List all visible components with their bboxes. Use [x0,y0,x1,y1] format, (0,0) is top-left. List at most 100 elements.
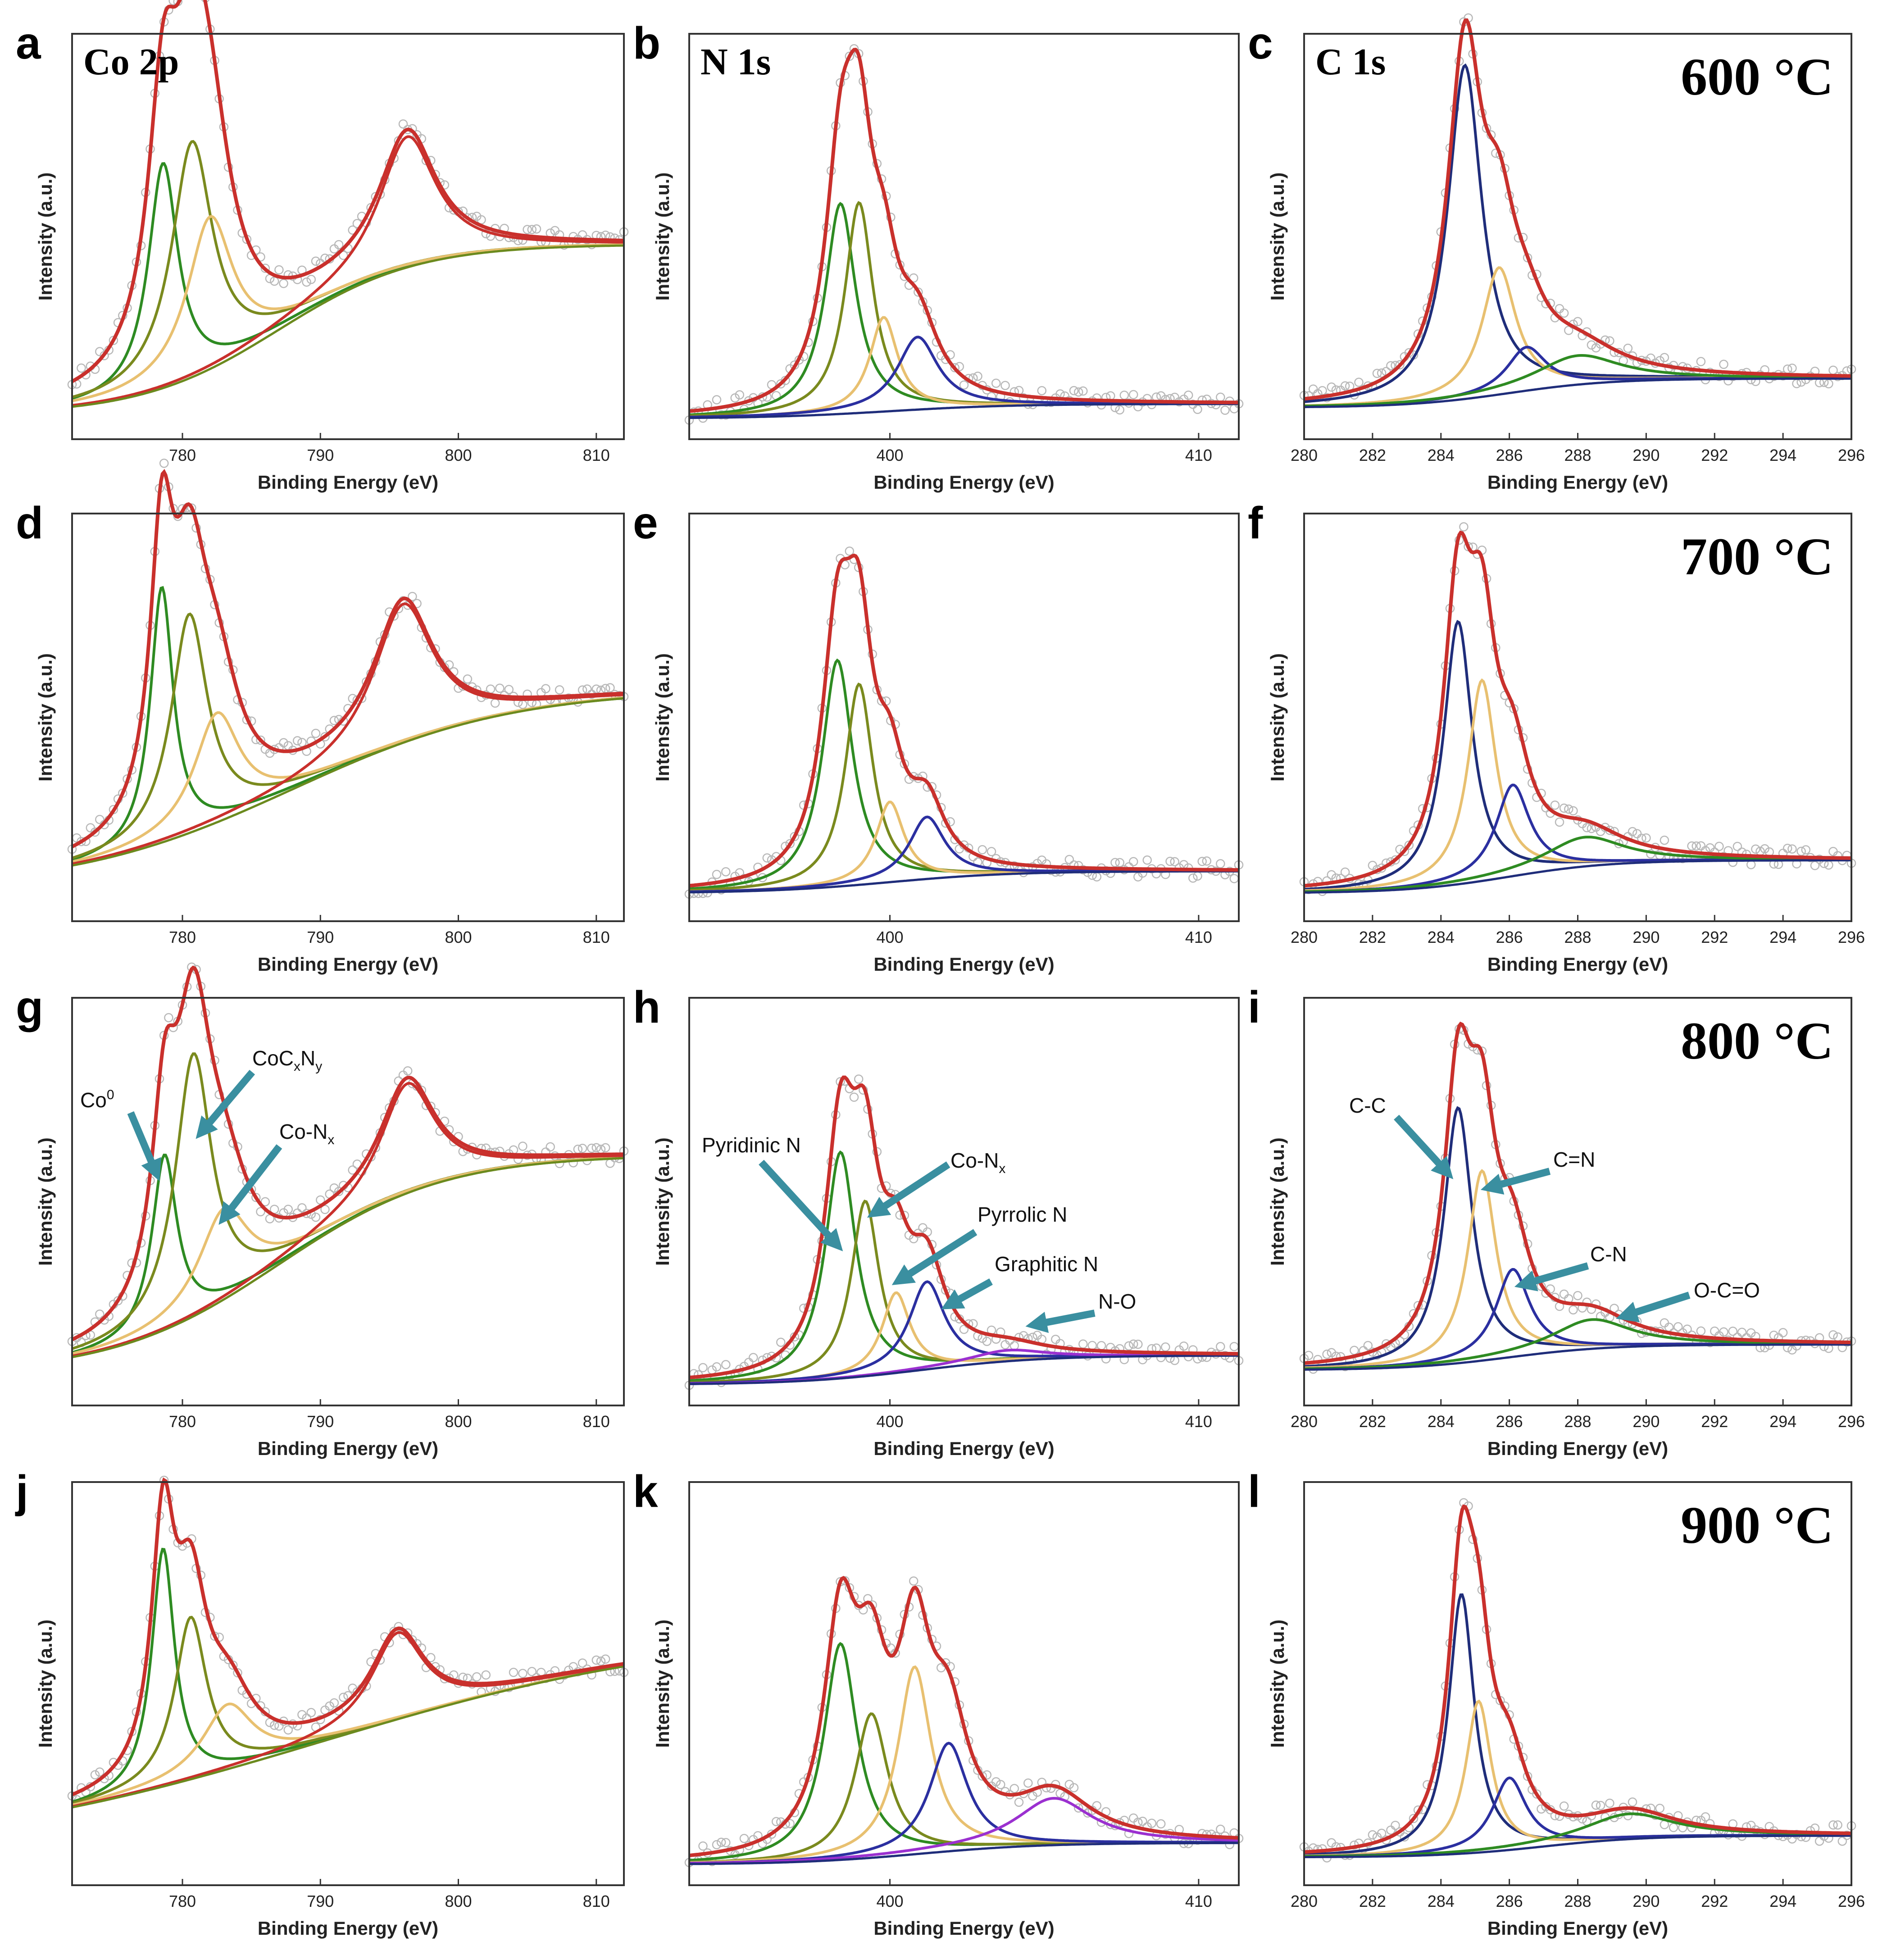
data-point [1696,357,1706,366]
x-tick-label: 780 [169,446,196,464]
data-point [311,1212,321,1222]
data-point [1009,1784,1019,1793]
data-point [1363,1341,1373,1351]
x-tick-label: 810 [583,1412,610,1431]
plot-frame [71,997,625,1406]
data-point [849,44,859,54]
panel-letter: k [633,1466,658,1517]
data-point [1760,844,1769,854]
data-point [854,1074,864,1084]
background-line [1304,1834,1851,1859]
data-point [339,250,348,260]
data-point [1340,867,1350,877]
panel-e: 400 410 Binding Energy (eV) Intensity (a.u.… [633,498,1244,975]
panel-letter: c [1248,18,1273,68]
y-axis-title: Intensity (a.u.) [35,1137,56,1266]
data-point [1368,1830,1378,1840]
x-tick-label: 790 [307,1412,334,1431]
data-point [1833,1820,1842,1830]
data-point [1828,1330,1838,1340]
data-point [1569,1305,1578,1314]
data-point [334,240,344,250]
annotation-arrow [218,1144,282,1225]
plot-frame [688,33,1240,440]
data-point [495,683,505,693]
data-point [527,1667,537,1676]
data-point [1216,1824,1225,1834]
data-point [1354,377,1364,387]
data-point [408,591,417,601]
anno-pyrrolic-label: Pyrrolic N [978,1203,1067,1226]
data-point [996,1780,1005,1789]
panel-g: 780 790 800 810 Binding Energy (eV) Intensity… [16,962,629,1459]
data-point [739,1833,749,1843]
data-point [1814,1836,1824,1846]
background-line [689,403,1239,419]
data-point [1559,308,1569,318]
data-point [509,1668,518,1677]
x-axis-title: Binding Energy (eV) [1487,1918,1668,1939]
data-point [730,393,740,403]
data-point [77,363,86,373]
data-point [292,736,302,746]
data-point [582,684,592,694]
data-point [1069,1783,1079,1792]
x-ticks: 280 282 284 286 288 290 292 294 296 [1291,433,1865,464]
x-tick-label: 286 [1496,1412,1523,1431]
data-point [1064,855,1074,864]
data-point [776,1337,786,1347]
data-point [1787,844,1797,854]
background-line [689,1354,1239,1385]
data-point [1220,405,1230,415]
x-tick-label: 810 [583,446,610,464]
x-tick-label: 400 [876,1412,903,1431]
data-point [973,372,982,381]
data-point [712,869,722,879]
data-point [1783,843,1792,853]
panel-j: 780 790 800 810 Binding Energy (eV) Intensity… [15,1466,629,1939]
envelope-fit [1304,1504,1852,1854]
data-point [698,1841,708,1851]
x-tick-label: 290 [1632,446,1660,464]
data-point [1124,1341,1134,1351]
data-point [1404,840,1414,850]
data-point [698,1363,708,1373]
data-point [785,839,795,849]
annotation-arrow [127,1111,161,1182]
y-axis-title: Intensity (a.u.) [652,653,673,782]
x-axis-title: Binding Energy (eV) [1487,472,1668,493]
data-point [1170,857,1179,867]
x-tick-label: 294 [1769,1892,1796,1910]
component-o-c-o [1304,1318,1851,1370]
x-tick-label: 284 [1428,928,1455,946]
data-point [1660,835,1669,845]
panel-letter: l [1248,1466,1260,1517]
data-point [991,1777,1001,1787]
y-axis-title: Intensity (a.u.) [652,1619,673,1748]
x-tick-label: 292 [1701,1412,1728,1431]
plot-frame [71,33,625,440]
data-point [159,459,169,468]
data-point [909,273,919,283]
background-line [689,1842,1239,1865]
data-point [771,1817,781,1826]
x-tick-label: 292 [1701,928,1728,946]
x-axis-title: Binding Energy (eV) [873,472,1054,493]
data-point [1787,364,1797,373]
x-tick-label: 810 [583,1892,610,1910]
data-point [1073,1803,1083,1813]
data-point [749,1353,758,1362]
panel-k: 400 410 Binding Energy (eV) Intensity (a.u.… [633,1466,1244,1939]
data-point [325,1701,334,1711]
data-point [1605,1798,1614,1808]
data-point [1372,368,1382,378]
data-point [1737,1328,1747,1337]
data-point [320,1205,330,1214]
x-tick-label: 800 [445,446,472,464]
annotation-arrow [1514,1262,1589,1292]
data-point [978,1771,987,1781]
x-ticks: 780 790 800 810 [169,915,610,946]
x-axis-title: Binding Energy (eV) [873,954,1054,975]
